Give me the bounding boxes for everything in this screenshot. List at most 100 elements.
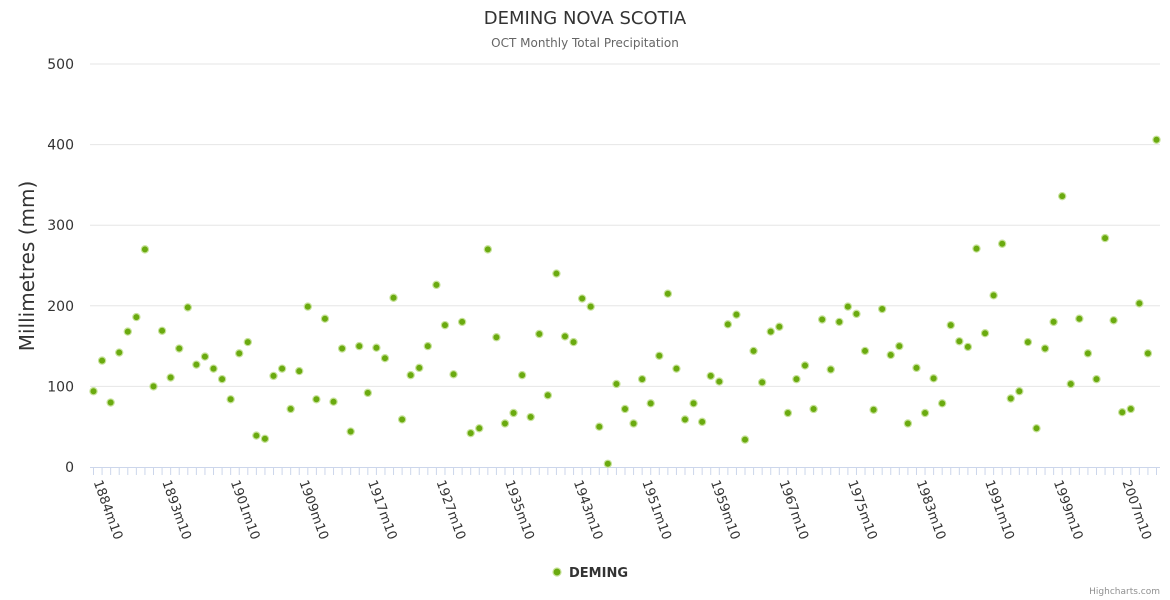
data-point[interactable]: 1920m10: 210 [389, 293, 398, 302]
data-point[interactable]: 1970m10: 126 [800, 361, 810, 370]
data-point[interactable]: 1949m10: 72 [620, 404, 630, 414]
data-point[interactable]: 2001m10: 103 [1066, 379, 1075, 389]
data-point[interactable]: 1962m10: 189 [732, 310, 741, 319]
data-point[interactable]: 2003m10: 141 [1083, 349, 1093, 358]
data-point[interactable]: 1965m10: 105 [757, 378, 767, 387]
data-point[interactable]: 1951m10: 109 [637, 374, 647, 384]
data-point[interactable]: 1893m10: 169 [157, 326, 167, 335]
data-point[interactable]: 1903m10: 155 [243, 337, 253, 347]
data-point[interactable]: 1957m10: 79 [689, 399, 698, 408]
data-point[interactable]: 1959m10: 113 [706, 371, 715, 381]
data-point[interactable]: 1987m10: 176 [946, 320, 955, 330]
data-point[interactable]: 1930m10: 180 [457, 317, 467, 327]
data-point[interactable]: 1995m10: 94 [1015, 387, 1024, 396]
data-point[interactable]: 2007m10: 68 [1118, 407, 1127, 417]
data-point[interactable]: 1985m10: 110 [929, 374, 938, 383]
data-point[interactable]: 1963m10: 34 [740, 435, 750, 444]
data-point[interactable]: 1969m10: 109 [792, 374, 801, 384]
data-point[interactable]: 1966m10: 168 [766, 327, 775, 336]
legend-marker-icon[interactable] [552, 567, 562, 577]
data-point[interactable]: 1991m10: 166 [980, 329, 990, 338]
credits-link[interactable]: Highcharts.com [1089, 587, 1160, 597]
data-point[interactable]: 1914m10: 147 [337, 344, 347, 353]
legend[interactable]: DEMING [552, 566, 628, 581]
data-point[interactable]: 1980m10: 139 [886, 350, 895, 360]
data-point[interactable]: 1909m10: 119 [295, 366, 304, 376]
data-point[interactable]: 1931m10: 42 [466, 428, 475, 438]
data-point[interactable]: 1956m10: 59 [680, 415, 690, 424]
data-point[interactable]: 1937m10: 114 [517, 370, 527, 380]
data-point[interactable]: 1884m10: 94 [89, 387, 98, 396]
data-point[interactable]: 1915m10: 44 [346, 427, 355, 436]
data-point[interactable]: 1952m10: 79 [646, 399, 655, 408]
data-point[interactable]: 1895m10: 147 [175, 344, 184, 353]
data-point[interactable]: 1964m10: 144 [749, 346, 758, 356]
data-point[interactable]: 1975m10: 199 [843, 302, 853, 311]
data-point[interactable]: 1897m10: 127 [192, 360, 201, 369]
data-point[interactable]: 1900m10: 109 [217, 374, 227, 384]
data-point[interactable]: 1983m10: 123 [912, 363, 921, 373]
data-point[interactable]: 1898m10: 137 [200, 352, 210, 361]
data-point[interactable]: 1935m10: 54 [500, 419, 510, 428]
data-point[interactable]: 1908m10: 72 [286, 404, 295, 414]
data-point[interactable]: 1938m10: 62 [526, 412, 535, 422]
data-point[interactable]: 1940m10: 89 [543, 391, 553, 400]
data-point[interactable]: 1948m10: 103 [612, 379, 621, 389]
data-point[interactable]: 1979m10: 196 [877, 304, 887, 314]
data-point[interactable]: 1986m10: 79 [937, 399, 947, 408]
data-point[interactable]: 2002m10: 184 [1075, 314, 1084, 323]
data-point[interactable]: 1896m10: 198 [183, 303, 192, 312]
data-point[interactable]: 1906m10: 113 [269, 371, 278, 381]
data-point[interactable]: 1907m10: 122 [277, 364, 287, 373]
data-point[interactable]: 1972m10: 183 [817, 315, 827, 324]
data-point[interactable]: 1902m10: 141 [235, 349, 244, 358]
data-point[interactable]: 1973m10: 121 [826, 365, 835, 374]
data-point[interactable]: 1888m10: 168 [123, 327, 132, 336]
data-point[interactable]: 1977m10: 144 [860, 346, 870, 356]
data-point[interactable]: 1899m10: 122 [209, 364, 218, 373]
data-point[interactable]: 1936m10: 67 [509, 408, 518, 418]
data-point[interactable]: 1984m10: 67 [920, 408, 930, 418]
data-point[interactable]: 1887m10: 142 [115, 348, 124, 357]
data-point[interactable]: 2010m10: 141 [1143, 349, 1153, 358]
data-point[interactable]: 1939m10: 165 [535, 329, 544, 339]
data-point[interactable]: 1933m10: 270 [483, 245, 493, 254]
data-point[interactable]: 1994m10: 85 [1006, 394, 1015, 403]
data-point[interactable]: 1942m10: 162 [560, 332, 570, 341]
data-point[interactable]: 1961m10: 177 [723, 320, 733, 329]
data-point[interactable]: 1894m10: 111 [166, 373, 175, 382]
data-point[interactable]: 1941m10: 240 [552, 269, 561, 278]
data-point[interactable]: 1905m10: 35 [260, 434, 270, 443]
data-point[interactable]: 1921m10: 59 [397, 415, 407, 424]
data-point[interactable]: 1999m10: 180 [1049, 317, 1058, 327]
data-point[interactable]: 1944m10: 209 [577, 294, 587, 303]
data-point[interactable]: 1889m10: 186 [132, 312, 141, 322]
data-point[interactable]: 1923m10: 123 [415, 363, 424, 373]
series-deming[interactable]: 1884m10: 94 1885m10: 132 1886m10: 80 1887m1… [89, 135, 1161, 468]
data-point[interactable]: 1891m10: 100 [149, 382, 158, 391]
data-point[interactable]: 1954m10: 215 [663, 289, 673, 298]
data-point[interactable]: 1947m10: 4 [603, 459, 613, 468]
data-point[interactable]: 1971m10: 72 [809, 404, 818, 414]
data-point[interactable]: 1988m10: 156 [955, 337, 964, 346]
data-point[interactable]: 1978m10: 71 [869, 405, 878, 414]
data-point[interactable]: 1912m10: 184 [320, 314, 330, 323]
data-point[interactable]: 1997m10: 48 [1032, 424, 1041, 433]
data-point[interactable]: 1885m10: 132 [97, 356, 107, 365]
data-point[interactable]: 2011m10: 406 [1152, 135, 1161, 144]
data-point[interactable]: 1934m10: 161 [492, 333, 501, 342]
data-point[interactable]: 2009m10: 203 [1135, 299, 1144, 308]
data-point[interactable]: 1990m10: 271 [972, 244, 981, 253]
data-point[interactable]: 1911m10: 84 [312, 395, 321, 404]
data-point[interactable]: 1916m10: 150 [355, 341, 364, 351]
data-point[interactable]: 1929m10: 115 [449, 370, 458, 379]
data-point[interactable]: 1974m10: 180 [835, 317, 844, 327]
legend-label-deming[interactable]: DEMING [569, 566, 628, 581]
data-point[interactable]: 1927m10: 226 [432, 280, 441, 290]
data-point[interactable]: 1919m10: 135 [380, 353, 390, 363]
data-point[interactable]: 1989m10: 149 [963, 342, 973, 352]
data-point[interactable]: 1924m10: 150 [423, 341, 433, 351]
data-point[interactable]: 2005m10: 284 [1100, 233, 1110, 243]
data-point[interactable]: 1922m10: 114 [406, 370, 415, 380]
data-point[interactable]: 1981m10: 150 [895, 341, 904, 351]
